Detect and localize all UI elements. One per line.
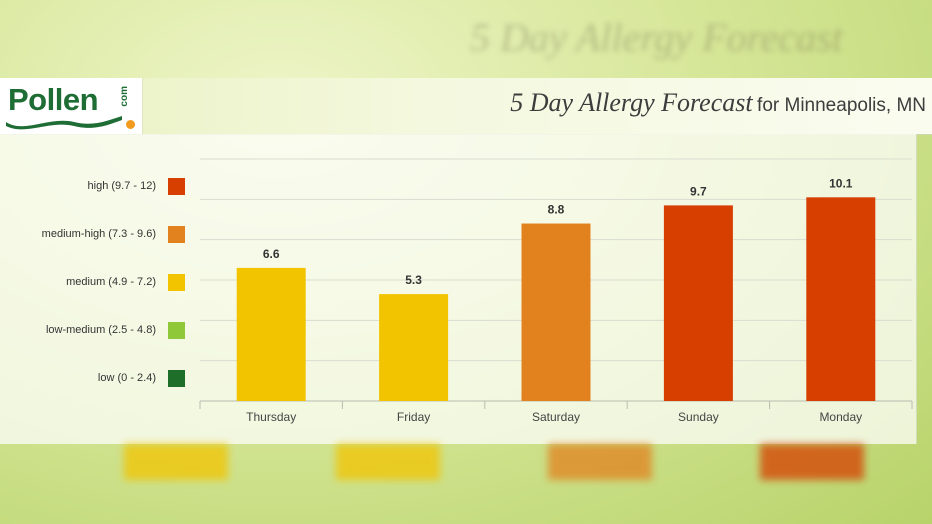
legend-swatch — [168, 322, 185, 339]
bar-value-label: 9.7 — [690, 184, 707, 198]
bar-value-label: 6.6 — [263, 247, 280, 261]
forecast-bar-chart: 6.6 Thursday 5.3 Friday 8.8 Saturday 9.7 Sunday… — [199, 158, 913, 424]
x-tick-label: Thursday — [246, 410, 296, 424]
logo-com-suffix: com — [119, 86, 130, 107]
legend-swatch — [168, 226, 185, 243]
legend-label: low-medium (2.5 - 4.8) — [45, 324, 156, 336]
bar-value-label: 10.1 — [829, 176, 853, 190]
bar — [521, 223, 591, 401]
bar — [806, 197, 876, 401]
forecast-location: for Minneapolis, MN — [757, 95, 926, 116]
forecast-title-main: 5 Day Allergy Forecast — [510, 88, 753, 117]
reflection-bar — [548, 444, 652, 480]
legend-swatch — [168, 178, 185, 195]
bar — [236, 267, 306, 401]
x-tick-label: Sunday — [678, 410, 719, 424]
legend-label: medium-high (7.3 - 9.6) — [41, 228, 156, 240]
reflection-bar — [124, 444, 228, 480]
forecast-title: 5 Day Allergy Forecast for Minneapolis, … — [510, 88, 926, 118]
background-blurred-reflection — [0, 444, 932, 524]
chart-panel — [0, 134, 917, 444]
x-tick-label: Friday — [397, 410, 430, 424]
bar-value-label: 5.3 — [405, 273, 422, 287]
reflection-bar — [336, 444, 440, 480]
pollen-logo[interactable]: Pollen com — [0, 78, 143, 134]
bar-value-label: 8.8 — [548, 203, 565, 217]
bar — [663, 205, 733, 401]
legend-swatch — [168, 274, 185, 291]
header-bar: Pollen com 5 Day Allergy Forecast for Mi… — [0, 78, 932, 135]
legend-label: medium (4.9 - 7.2) — [66, 276, 156, 288]
legend-swatch — [168, 370, 185, 387]
x-tick-label: Monday — [819, 410, 862, 424]
logo-wordmark: Pollen — [8, 82, 99, 117]
legend-label: high (9.7 - 12) — [87, 180, 156, 192]
legend-label: low (0 - 2.4) — [97, 372, 156, 384]
x-tick-label: Saturday — [532, 410, 580, 424]
reflection-bar — [760, 444, 864, 480]
logo-dot-icon — [126, 120, 135, 129]
logo-swoosh-icon — [6, 116, 122, 130]
background-blurred-title: 5 Day Allergy Forecast — [470, 15, 843, 60]
bar — [379, 294, 449, 401]
